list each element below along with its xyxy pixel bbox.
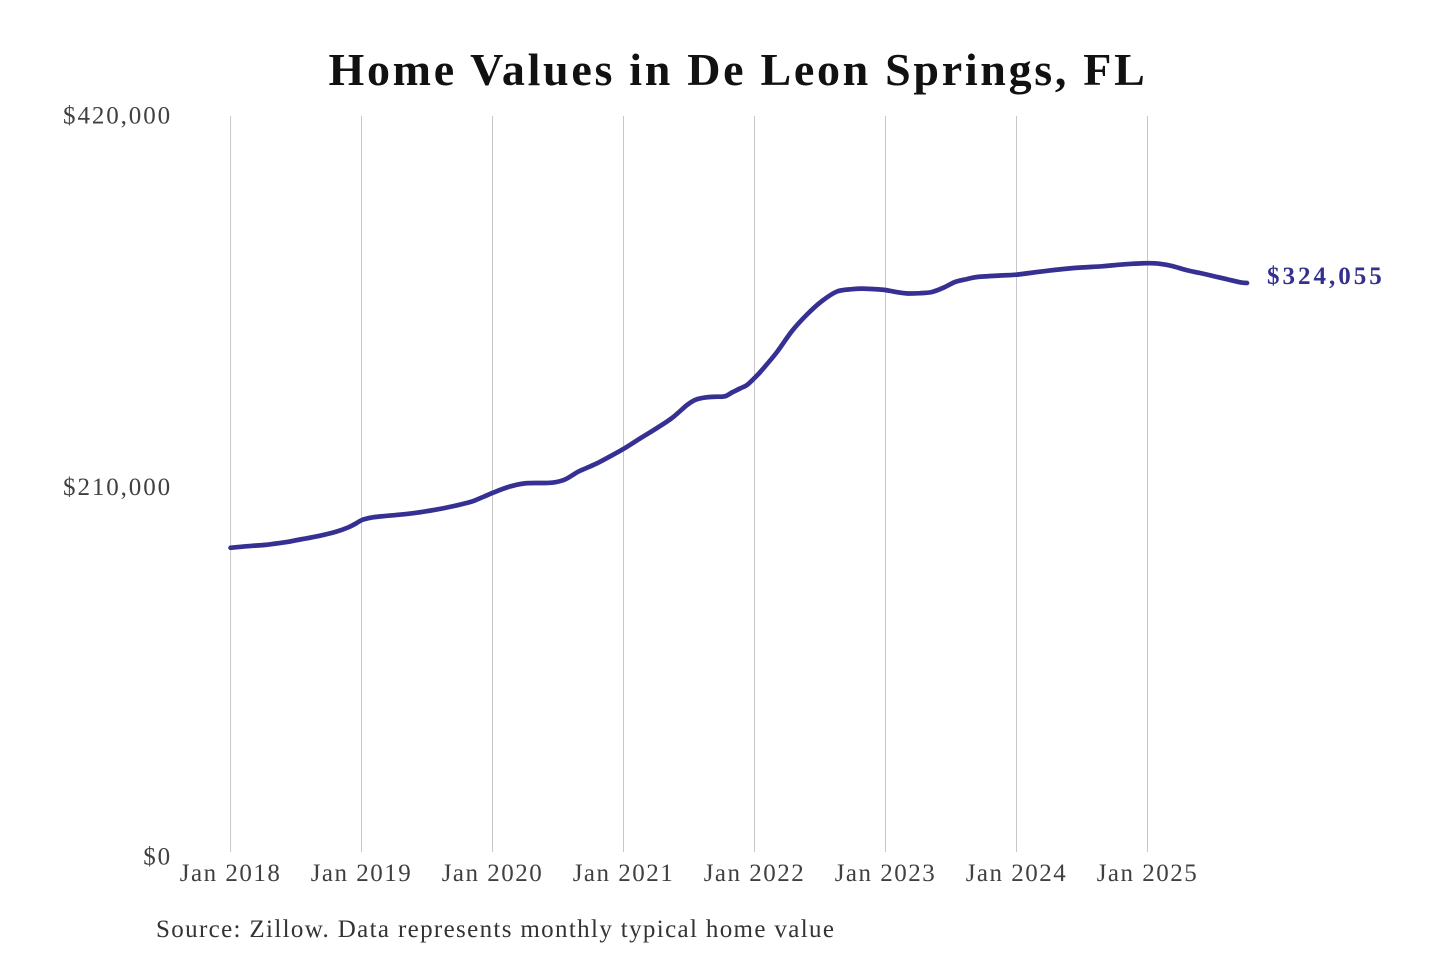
svg-text:Source: Zillow. Data represent: Source: Zillow. Data represents monthly …	[156, 916, 835, 943]
svg-text:Home Values in De Leon Springs: Home Values in De Leon Springs, FL	[329, 44, 1148, 95]
svg-text:$0: $0	[143, 844, 172, 871]
svg-text:Jan 2018: Jan 2018	[180, 860, 282, 887]
svg-text:$324,055: $324,055	[1267, 263, 1385, 290]
svg-text:Jan 2019: Jan 2019	[311, 860, 413, 887]
svg-text:$210,000: $210,000	[63, 474, 172, 501]
svg-text:Jan 2023: Jan 2023	[835, 860, 937, 887]
svg-text:$420,000: $420,000	[63, 103, 172, 130]
svg-text:Jan 2020: Jan 2020	[442, 860, 544, 887]
svg-text:Jan 2022: Jan 2022	[704, 860, 806, 887]
svg-text:Jan 2021: Jan 2021	[573, 860, 675, 887]
svg-text:Jan 2025: Jan 2025	[1097, 860, 1199, 887]
svg-text:Jan 2024: Jan 2024	[966, 860, 1068, 887]
